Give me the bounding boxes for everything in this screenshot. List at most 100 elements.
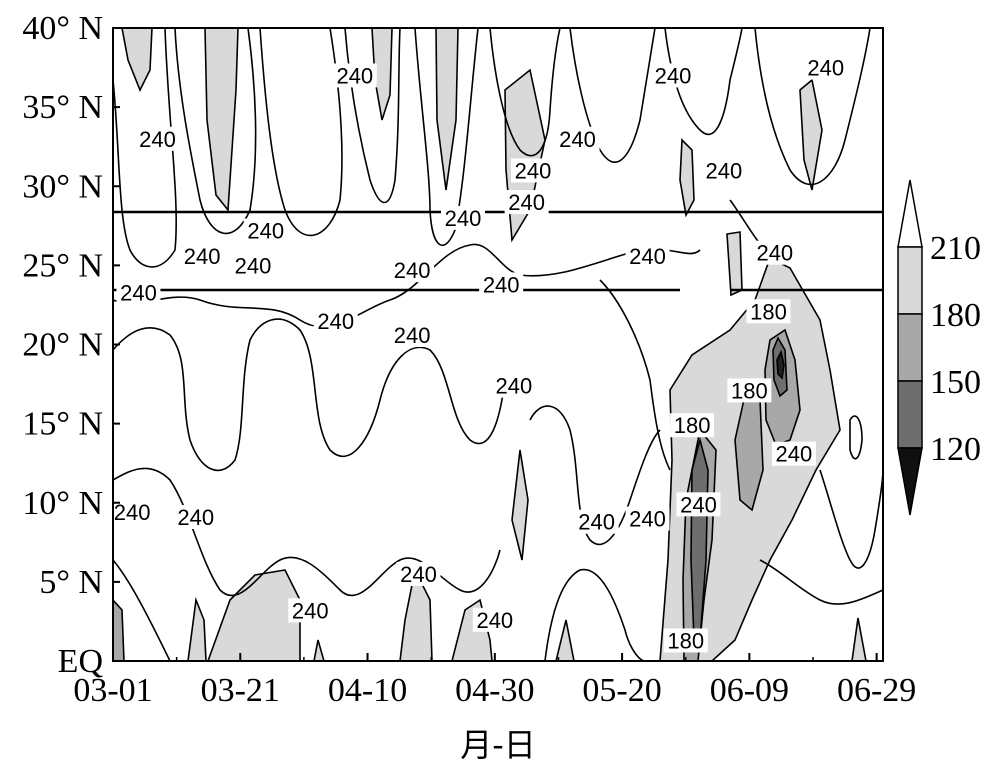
contour-label: 240 [445,206,482,231]
contour-label-bg [390,258,435,283]
contour-label-bg [555,126,600,151]
contour-label-bg [670,413,715,438]
colorbar-level-label: 180 [930,297,981,334]
contour-label: 240 [559,127,596,152]
contour-240 [599,279,671,471]
contour-label: 180 [674,413,711,438]
y-tick-label: 40° N [22,10,103,47]
contour-label: 240 [336,63,373,88]
contour-240 [569,28,656,163]
contour-label: 240 [400,562,437,587]
contour-label: 240 [706,158,743,183]
contour-label: 240 [139,127,176,152]
colorbar-level-label: 210 [930,230,981,267]
contour-label-bg [332,63,377,88]
contour-label-bg [173,504,218,529]
contour-label: 240 [247,219,284,244]
contour-240 [544,568,646,661]
contour-240 [344,28,401,204]
contour-label: 240 [476,608,513,633]
contour-label-bg [472,607,517,632]
contour-label-bg [479,272,524,297]
contour-label-bg [771,441,816,466]
contour-label: 240 [496,374,533,399]
contour-label-bg [135,126,180,151]
contour-label: 240 [807,56,844,81]
contour-240 [414,28,479,246]
contour-label: 240 [292,598,329,623]
contour-label-bg [231,253,275,278]
contour-label-bg [243,218,288,243]
contour-label-bg [504,190,549,215]
x-axis-title: 月-日 [460,726,536,764]
contour-240 [819,469,883,569]
x-tick-label: 06-29 [837,672,916,709]
contour-label-bg [390,323,435,348]
colorbar-level-label: 120 [930,431,981,468]
contour-label-bg [574,509,619,534]
contour-label-bg [180,243,225,268]
contour-label-bg [663,628,708,653]
contour-label-bg [511,158,555,183]
colorbar-level-label: 150 [930,364,981,401]
contour-label: 240 [317,309,354,334]
shade-180-210 [555,619,575,661]
contour-label: 240 [394,323,431,348]
contour-240 [113,559,171,661]
x-tick-label: 03-01 [73,672,152,709]
shade-180-210 [511,449,529,561]
contour-240 [529,405,661,546]
contour-label-bg [727,378,772,403]
shade-120-150 [690,436,709,641]
colorbar-extend-top [897,179,923,248]
contour-label-bg [110,500,155,525]
contour-label: 180 [731,378,768,403]
contour-label: 240 [114,500,151,525]
contour-label-bg [676,492,721,517]
contour-label-bg [491,373,536,398]
x-tick-label: 04-10 [328,672,407,709]
shade-below-120 [776,349,785,380]
shade-180-210 [799,78,823,191]
contour-label: 240 [394,258,431,283]
contour-label-bg [116,280,161,305]
reference-lines [113,210,883,292]
shade-180-210 [679,138,695,218]
x-tick-label: 05-20 [582,672,661,709]
y-tick-label: EQ [58,643,103,680]
colorbar-segment [897,380,923,449]
contour-240 [489,28,561,157]
contour-label-bg [651,63,695,88]
contour-label: 240 [578,510,615,535]
contour-label: 240 [776,442,813,467]
y-tick-label: 5° N [39,564,103,601]
contour-label-bg [625,243,670,268]
contour-label-bg [752,240,797,265]
contour-label: 240 [508,190,545,215]
contour-label-bg [288,598,333,623]
contour-label: 240 [235,253,272,278]
contour-240 [259,28,343,237]
contour-240 [759,559,883,605]
x-tick-label: 04-30 [455,672,534,709]
contour-240 [754,28,871,186]
contour-label: 240 [120,280,157,305]
shade-180-210 [121,28,153,92]
y-tick-label: 15° N [22,406,103,443]
contour-label: 240 [483,272,520,297]
contour-240 [174,28,257,235]
contour-label: 240 [756,241,793,266]
contour-label-bg [396,561,441,586]
contour-label: 240 [655,63,692,88]
shade-180-210 [187,596,207,661]
x-tick-label: 03-21 [201,672,280,709]
y-tick-label: 30° N [22,168,103,205]
contour-label: 180 [667,628,704,653]
colorbar: 210 180 150 120 [897,179,981,516]
contour-label: 240 [177,505,214,530]
y-axis: EQ 5° N 10° N 15° N 20° N 25° N 30° N 35° N 40° … [22,10,120,680]
shade-180-210 [207,569,301,661]
shade-180-210 [204,28,239,213]
shade-180-210 [435,28,459,191]
